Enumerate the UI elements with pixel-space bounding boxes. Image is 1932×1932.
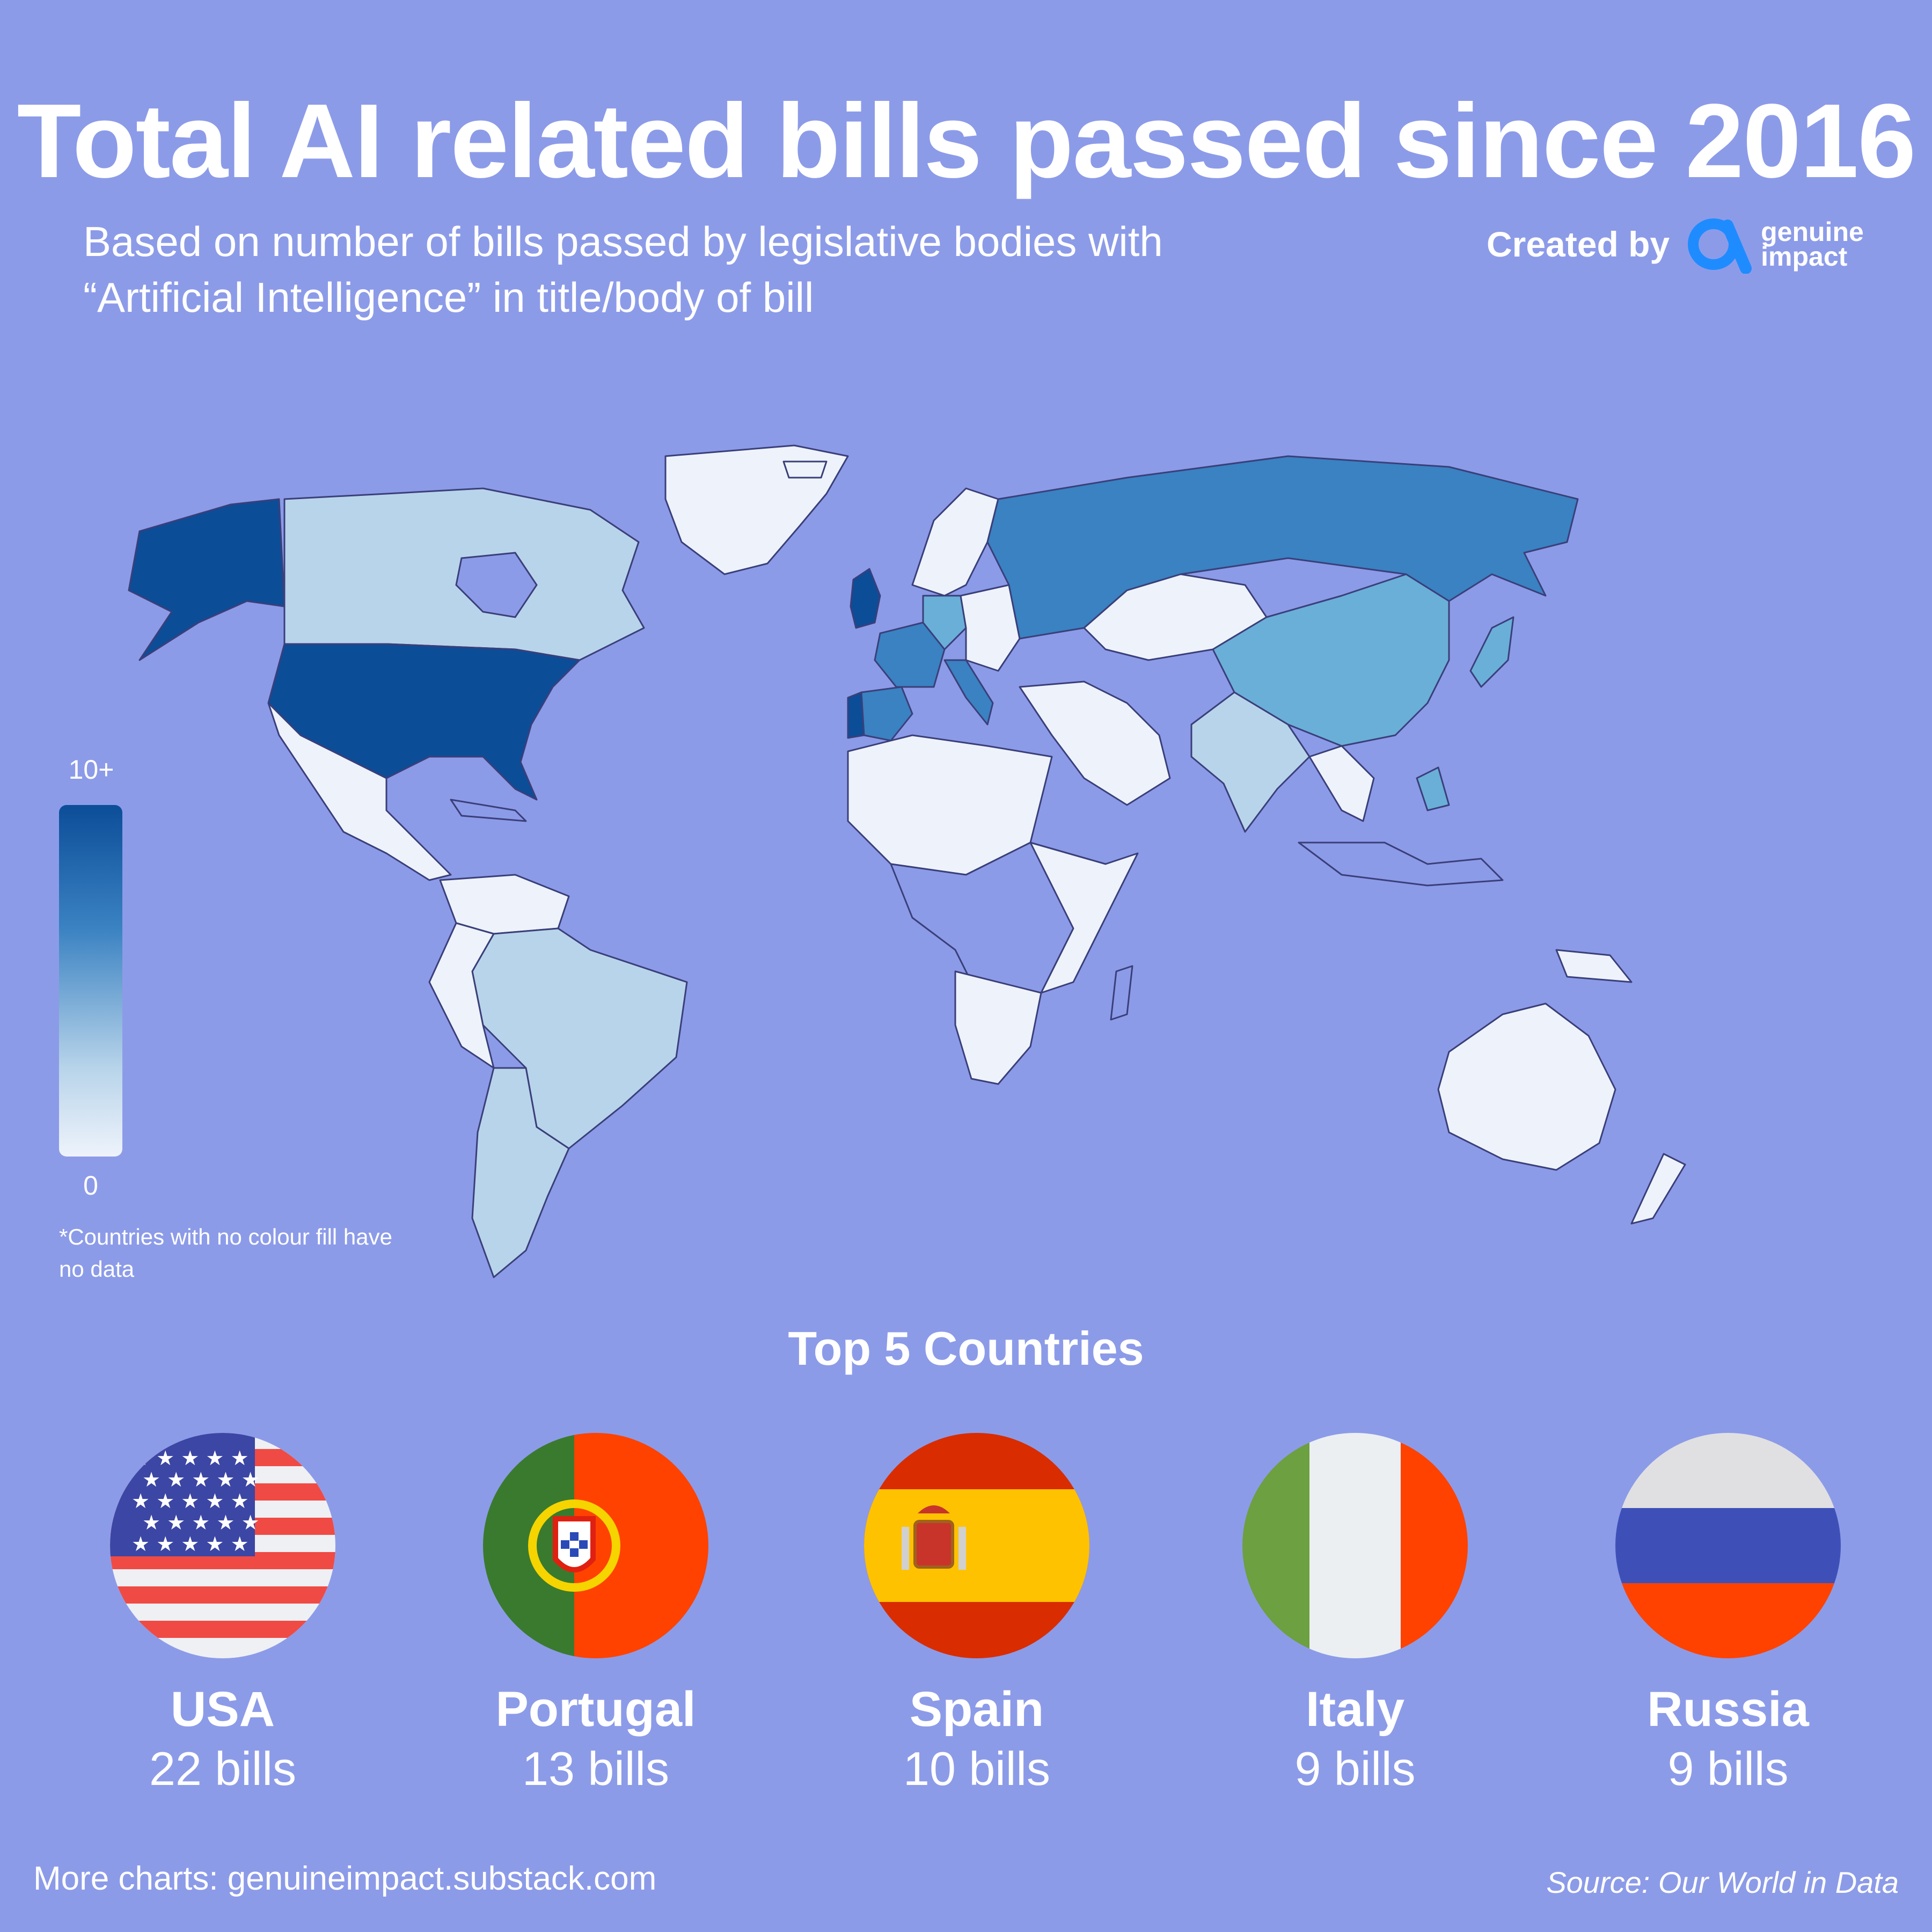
country-name: Italy (1305, 1682, 1405, 1737)
region-peru-bolivia (428, 922, 495, 1069)
page-title: Total AI related bills passed since 2016 (17, 82, 1916, 200)
italy-flag-icon (1242, 1433, 1468, 1658)
country-card-russia: Russia 9 bills (1556, 1433, 1900, 1799)
subtitle: Based on number of bills passed by legis… (83, 214, 1344, 325)
brand-name: genuine impact (1761, 217, 1864, 272)
region-italy (943, 659, 994, 726)
legend-footnote: *Countries with no colour fill have no d… (59, 1224, 392, 1282)
country-bill-count: 9 bills (1667, 1742, 1789, 1795)
country-bill-count: 13 bills (522, 1742, 669, 1795)
region-uk (850, 568, 881, 629)
region-east-africa (1029, 841, 1139, 994)
country-name: Portugal (495, 1682, 696, 1737)
top5-heading: Top 5 Countries (788, 1322, 1144, 1375)
country-bill-count: 10 bills (903, 1742, 1050, 1795)
region-spain (860, 686, 913, 742)
region-india (1190, 691, 1311, 833)
country-name: Spain (909, 1682, 1044, 1737)
region-germany (922, 595, 967, 650)
region-mexico (267, 702, 452, 881)
country-card-spain: Spain 10 bills (805, 1433, 1148, 1799)
subtitle-line-1: Based on number of bills passed by legis… (83, 218, 1163, 265)
credit-label: Created by (1487, 224, 1670, 264)
hudson-bay (455, 552, 538, 618)
region-middle-east (1019, 680, 1171, 806)
legend-min-label: 0 (83, 1170, 98, 1201)
svg-text:★ ★ ★ ★ ★: ★ ★ ★ ★ ★ (142, 1511, 260, 1534)
country-name: Russia (1647, 1682, 1809, 1737)
world-map (128, 444, 1686, 1278)
region-new-zealand (1630, 1153, 1686, 1225)
region-caribbean (450, 799, 527, 822)
region-indonesia (1298, 841, 1504, 887)
alpha-logo-icon (1688, 218, 1752, 274)
region-iceland (782, 460, 828, 479)
svg-text:★ ★ ★ ★ ★: ★ ★ ★ ★ ★ (142, 1468, 260, 1491)
svg-text:★ ★ ★ ★ ★: ★ ★ ★ ★ ★ (131, 1446, 249, 1470)
portugal-flag-icon (483, 1433, 708, 1658)
region-southern-africa (954, 970, 1042, 1085)
brand-logo: genuine impact (1686, 215, 1864, 274)
subtitle-line-2: “Artificial Intelligence” in title/body … (83, 274, 814, 321)
spain-flag-icon (864, 1433, 1089, 1658)
region-scandinavia (911, 487, 999, 597)
svg-text:★ ★ ★ ★ ★: ★ ★ ★ ★ ★ (131, 1489, 249, 1513)
usa-flag-icon: ★ ★ ★ ★ ★ ★ ★ ★ ★ ★ ★ ★ ★ ★ ★ ★ ★ ★ ★ ★ … (110, 1433, 335, 1658)
credit: Created by genuine impact (1487, 215, 1864, 274)
source-note: Source: Our World in Data (1546, 1865, 1899, 1899)
region-alaska (128, 498, 286, 661)
region-philippines (1416, 766, 1450, 811)
region-australia (1437, 1002, 1616, 1171)
country-card-portugal: Portugal 13 bills (424, 1433, 767, 1799)
country-bill-count: 22 bills (149, 1742, 296, 1795)
legend-color-scale (59, 805, 122, 1157)
region-argentina-chile (471, 1067, 570, 1278)
region-madagascar (1110, 965, 1133, 1021)
country-bill-count: 9 bills (1294, 1742, 1416, 1795)
region-southeast-asia (1308, 745, 1375, 822)
country-name: USA (170, 1682, 275, 1737)
region-russia (986, 455, 1579, 640)
region-papua (1555, 949, 1633, 983)
country-card-usa: ★ ★ ★ ★ ★ ★ ★ ★ ★ ★ ★ ★ ★ ★ ★ ★ ★ ★ ★ ★ … (51, 1433, 394, 1799)
legend-max-label: 10+ (68, 755, 114, 785)
more-charts-link[interactable]: More charts: genuineimpact.substack.com (33, 1860, 657, 1897)
russia-flag-icon (1615, 1433, 1841, 1658)
country-card-italy: Italy 9 bills (1183, 1433, 1527, 1799)
region-japan (1469, 616, 1514, 688)
svg-text:★ ★ ★ ★ ★: ★ ★ ★ ★ ★ (131, 1532, 249, 1556)
